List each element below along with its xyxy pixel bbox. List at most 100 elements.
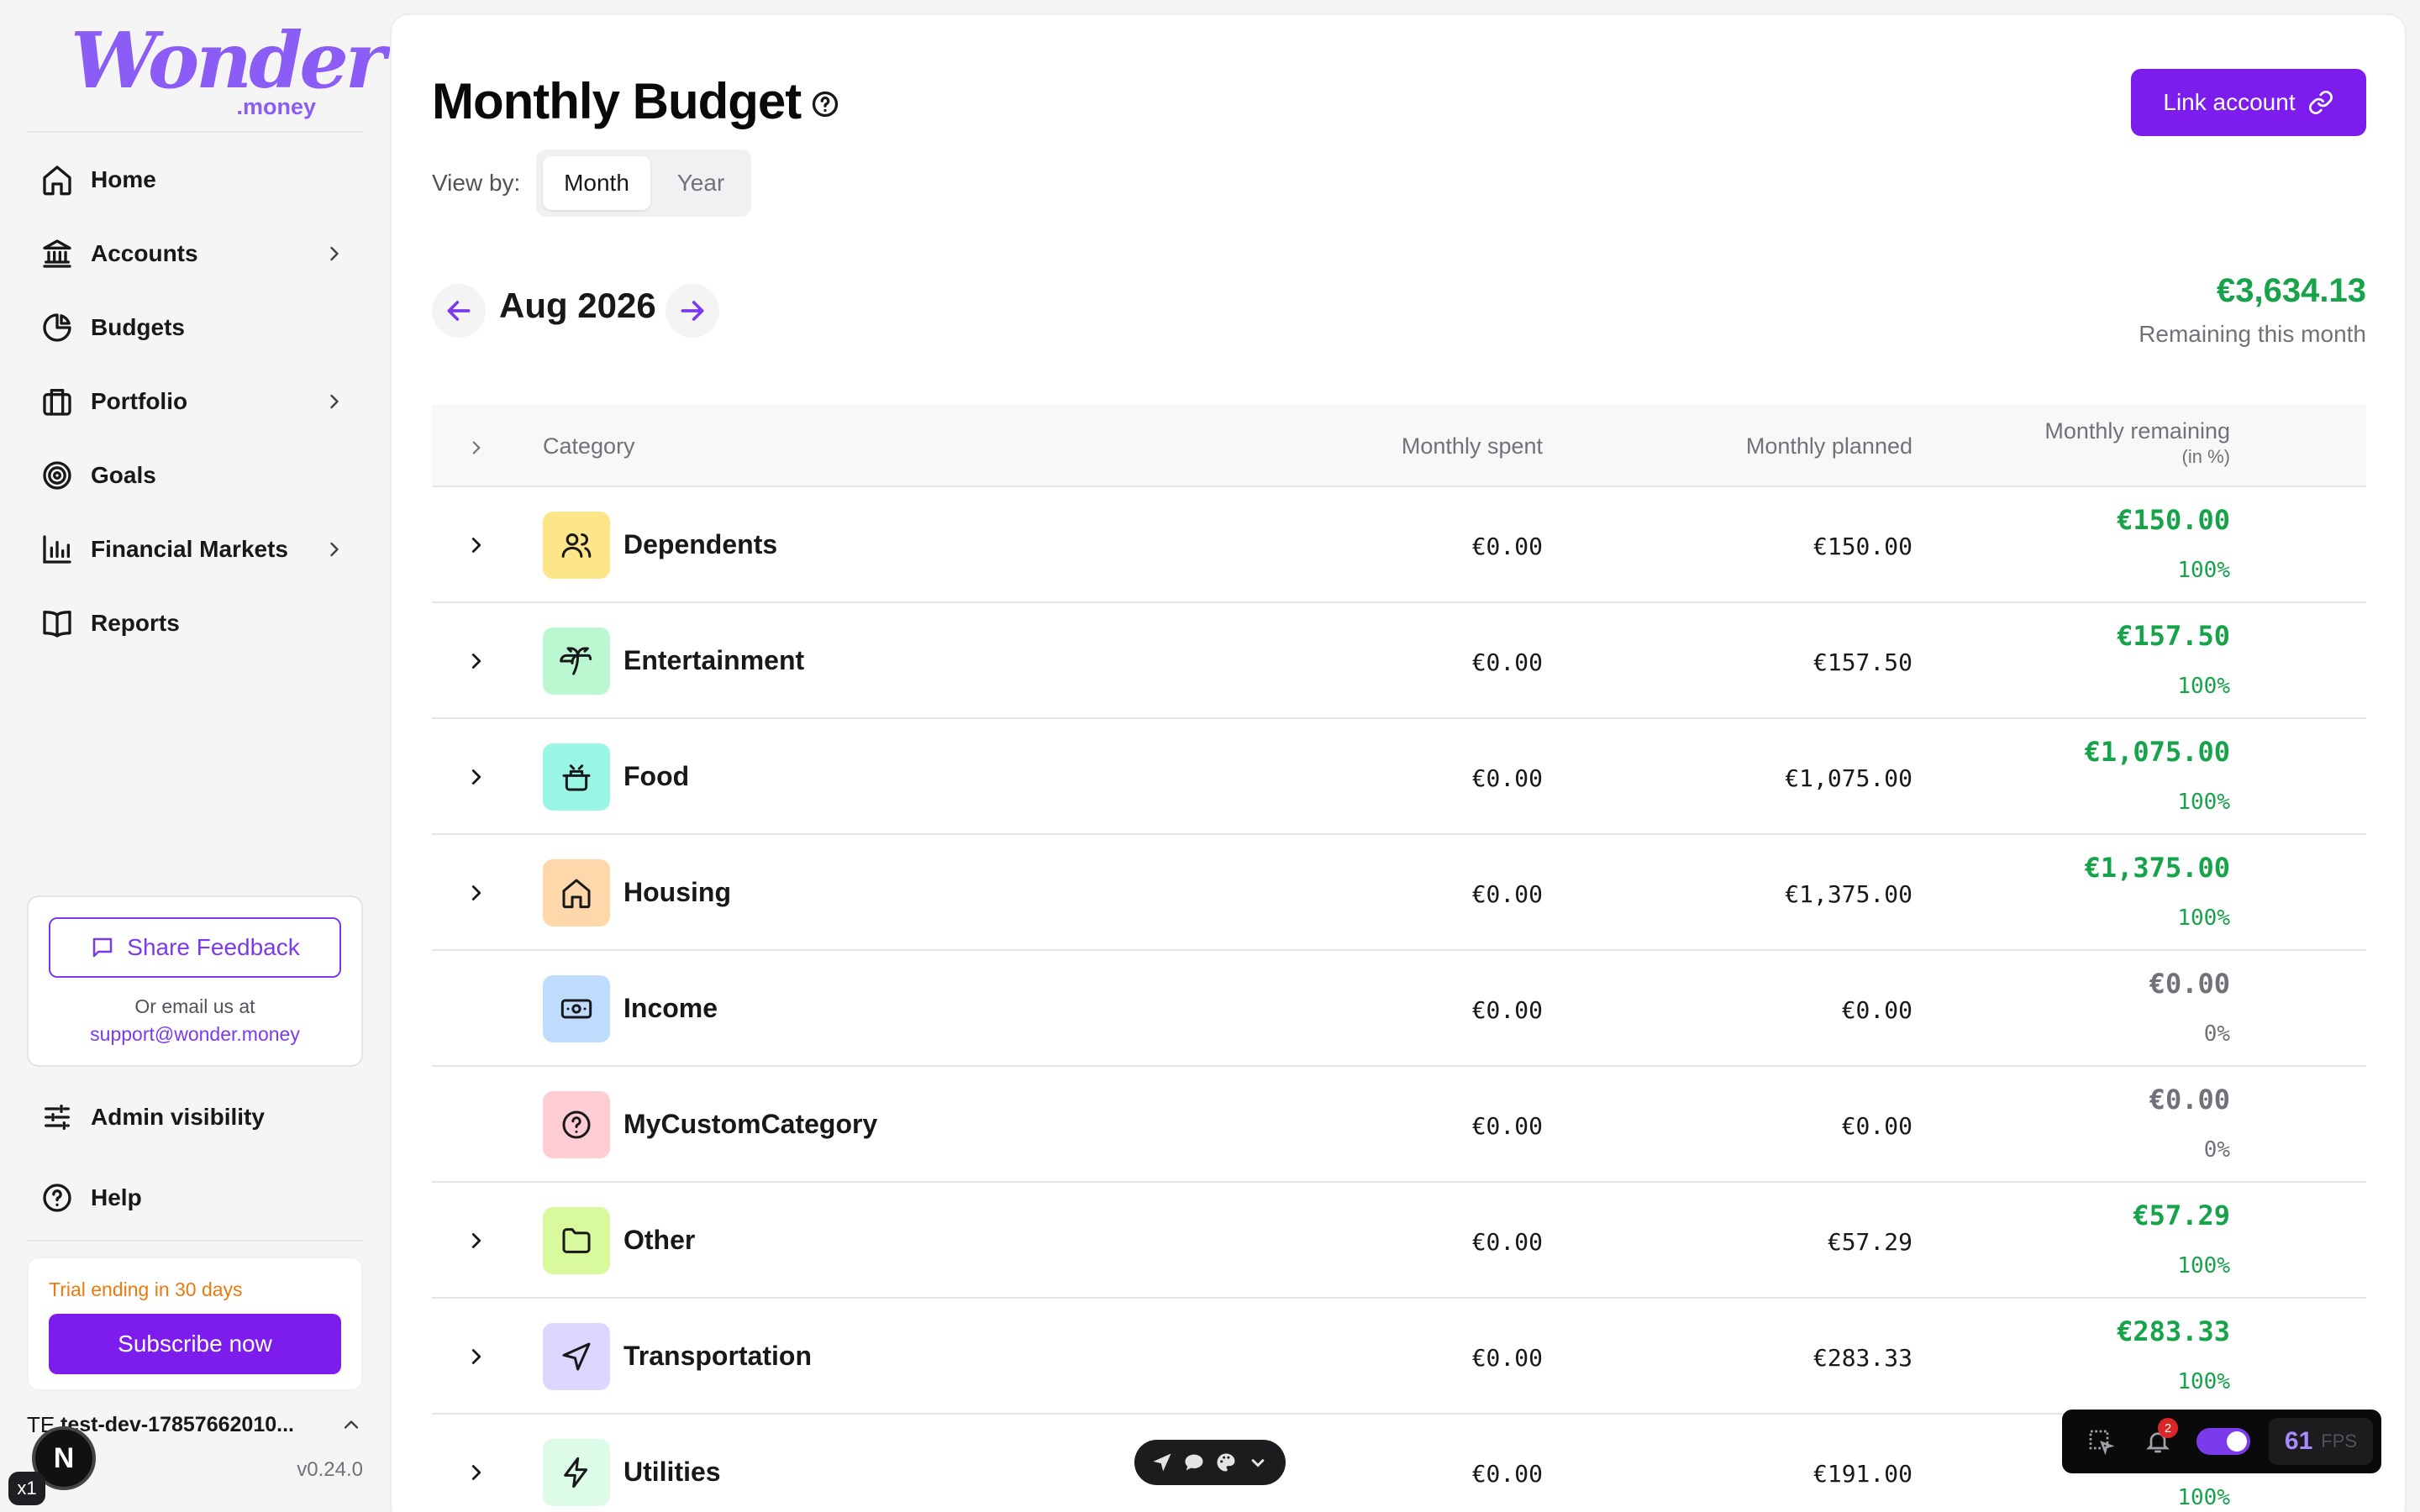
expand-row-chevron-icon[interactable] (464, 880, 489, 906)
trial-status-text: Trial ending in 30 days (49, 1278, 243, 1300)
monthly-remaining-value: €1,375.00 (2084, 852, 2230, 884)
category-icon-container (543, 975, 610, 1042)
secondary-nav: Admin visibility Help (27, 1077, 363, 1238)
column-header-planned[interactable]: Monthly planned (1745, 433, 1912, 459)
sidebar-item-reports[interactable]: Reports (27, 586, 363, 660)
feedback-card: Share Feedback Or email us at support@wo… (27, 895, 363, 1067)
column-header-spent[interactable]: Monthly spent (1401, 433, 1543, 459)
main-nav: Home Accounts Budgets Portfolio (27, 143, 363, 660)
briefcase-icon (40, 385, 74, 418)
page-title: Monthly Budget (432, 73, 802, 129)
view-option-month[interactable]: Month (543, 156, 650, 210)
help-circle-icon[interactable] (810, 89, 840, 119)
sidebar-item-financial-markets[interactable]: Financial Markets (27, 512, 363, 586)
expand-row-chevron-icon[interactable] (464, 533, 489, 558)
sidebar-item-goals[interactable]: Goals (27, 438, 363, 512)
sidebar-item-label: Accounts (91, 240, 198, 266)
table-row[interactable]: Transportation €0.00 €283.33 €283.33 100… (432, 1299, 2366, 1415)
next-period-button[interactable] (666, 284, 719, 338)
help-circle-icon (40, 1181, 74, 1215)
category-name: Food (623, 761, 690, 791)
monthly-remaining-value: €0.00 (2149, 968, 2230, 1000)
monthly-remaining-value: €283.33 (2117, 1315, 2230, 1347)
palm-tree-icon (560, 647, 592, 675)
chevron-right-icon[interactable] (323, 538, 346, 561)
sidebar-item-budgets[interactable]: Budgets (27, 291, 363, 365)
monthly-remaining-percent: 100% (2177, 906, 2230, 931)
table-row[interactable]: Income €0.00 €0.00 €0.00 0% (432, 951, 2366, 1067)
monthly-planned-value[interactable]: €150.00 (1812, 533, 1912, 560)
category-name: Entertainment (623, 645, 805, 675)
category-name: MyCustomCategory (623, 1109, 878, 1139)
palette-icon[interactable] (1214, 1451, 1238, 1474)
table-row[interactable]: Entertainment €0.00 €157.50 €157.50 100% (432, 603, 2366, 719)
sidebar-item-label: Home (91, 166, 156, 192)
expand-all-chevron-icon[interactable] (466, 437, 487, 459)
expand-row-chevron-icon[interactable] (464, 1460, 489, 1485)
chevron-right-icon[interactable] (323, 390, 346, 413)
monthly-spent-value: €0.00 (1471, 1228, 1543, 1256)
expand-row-chevron-icon[interactable] (464, 648, 489, 674)
table-row[interactable]: Food €0.00 €1,075.00 €1,075.00 100% (432, 719, 2366, 835)
category-icon-container (543, 1207, 610, 1274)
table-row[interactable]: Utilities €0.00 €191.00 100% (432, 1415, 2366, 1512)
column-header-remaining[interactable]: Monthly remaining (in %) (2044, 418, 2230, 468)
floating-toolbar[interactable] (1134, 1440, 1286, 1485)
subscribe-button[interactable]: Subscribe now (49, 1314, 341, 1374)
sidebar-item-admin-visibility[interactable]: Admin visibility (27, 1077, 363, 1158)
monthly-planned-value[interactable]: €0.00 (1841, 996, 1912, 1024)
dev-indicator-button[interactable]: N (32, 1426, 96, 1490)
notifications-button[interactable]: 2 (2139, 1418, 2178, 1460)
expand-row-chevron-icon[interactable] (464, 1228, 489, 1253)
chevron-down-icon[interactable] (1246, 1451, 1270, 1474)
share-feedback-button[interactable]: Share Feedback (49, 917, 341, 978)
chevron-up-icon[interactable] (339, 1413, 363, 1436)
zoom-badge[interactable]: x1 (8, 1472, 45, 1505)
sidebar-item-portfolio[interactable]: Portfolio (27, 365, 363, 438)
monthly-planned-value[interactable]: €283.33 (1812, 1344, 1912, 1372)
sidebar-divider (27, 1240, 363, 1242)
monthly-planned-value[interactable]: €0.00 (1841, 1112, 1912, 1140)
sidebar-item-help[interactable]: Help (27, 1158, 363, 1238)
sidebar-item-accounts[interactable]: Accounts (27, 217, 363, 291)
monthly-remaining-value: €0.00 (2149, 1084, 2230, 1116)
house-icon (562, 879, 591, 909)
select-element-button[interactable] (2082, 1423, 2119, 1460)
sidebar-item-label: Help (91, 1184, 142, 1210)
monthly-remaining-percent: 100% (2177, 674, 2230, 699)
comment-icon[interactable] (1182, 1451, 1206, 1474)
sidebar-item-label: Admin visibility (91, 1104, 265, 1130)
arrow-right-icon (681, 301, 704, 321)
previous-period-button[interactable] (432, 284, 486, 338)
monthly-remaining-percent: 0% (2203, 1137, 2230, 1163)
cooking-pot-icon (562, 764, 591, 791)
monthly-spent-value: €0.00 (1471, 1460, 1543, 1488)
current-period: Aug 2026 (499, 286, 656, 325)
monthly-planned-value[interactable]: €157.50 (1812, 648, 1912, 676)
monthly-planned-value[interactable]: €57.29 (1827, 1228, 1912, 1256)
view-option-year[interactable]: Year (676, 170, 725, 196)
table-row[interactable]: MyCustomCategory €0.00 €0.00 €0.00 0% (432, 1067, 2366, 1183)
devtools-toggle[interactable] (2196, 1428, 2250, 1455)
logo-wordmark: Wonder (71, 15, 386, 106)
monthly-spent-value: €0.00 (1471, 880, 1543, 908)
chevron-right-icon[interactable] (323, 242, 346, 265)
monthly-planned-value[interactable]: €1,075.00 (1785, 764, 1912, 792)
devtools-panel: 2 61 FPS (2062, 1410, 2381, 1473)
monthly-planned-value[interactable]: €1,375.00 (1785, 880, 1912, 908)
link-account-button[interactable]: Link account (2131, 69, 2366, 136)
monthly-spent-value: €0.00 (1471, 1112, 1543, 1140)
table-row[interactable]: Other €0.00 €57.29 €57.29 100% (432, 1183, 2366, 1299)
monthly-planned-value[interactable]: €191.00 (1812, 1460, 1912, 1488)
expand-row-chevron-icon[interactable] (464, 764, 489, 790)
sidebar-item-home[interactable]: Home (27, 143, 363, 217)
navigation-icon[interactable] (1150, 1451, 1174, 1474)
support-email-link[interactable]: support@wonder.money (90, 1023, 300, 1045)
wonder-logo[interactable]: Wonder .money (71, 18, 386, 119)
sidebar-item-label: Goals (91, 462, 156, 488)
category-icon-container (543, 1091, 610, 1158)
table-row[interactable]: Dependents €0.00 €150.00 €150.00 100% (432, 487, 2366, 603)
expand-row-chevron-icon[interactable] (464, 1344, 489, 1369)
table-row[interactable]: Housing €0.00 €1,375.00 €1,375.00 100% (432, 835, 2366, 951)
column-header-category[interactable]: Category (543, 433, 635, 459)
